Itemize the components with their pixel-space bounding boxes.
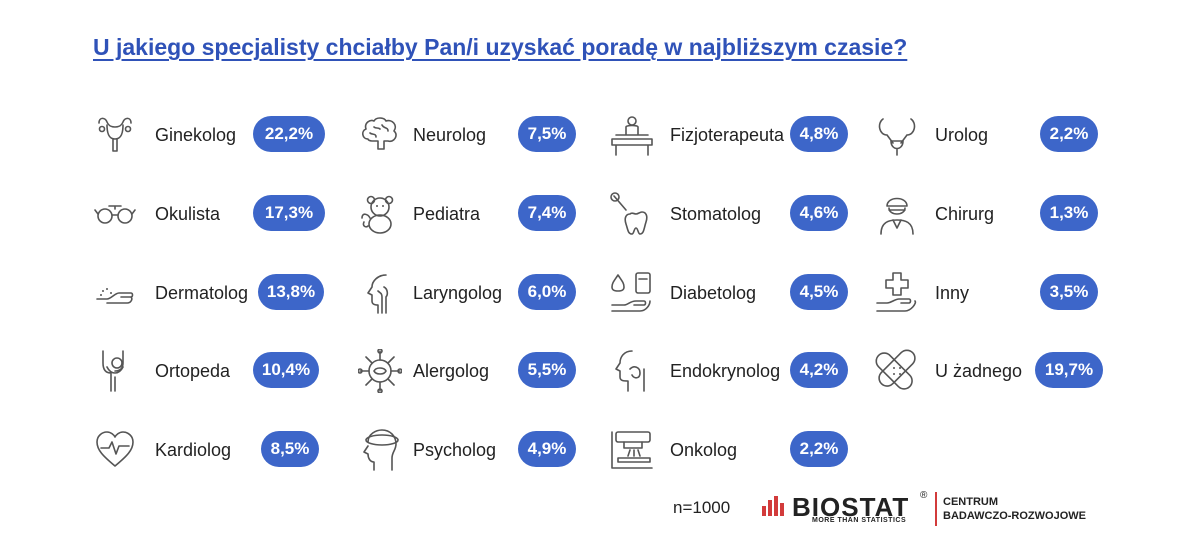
percent-badge: 17,3% [253, 195, 325, 231]
percent-badge: 3,5% [1040, 274, 1098, 310]
radiotherapy-machine-icon [610, 428, 654, 472]
throat-profile-icon [358, 271, 402, 315]
percent-badge: 6,0% [518, 274, 576, 310]
specialist-item: Kardiolog 8,5% [93, 428, 333, 472]
specialist-label: Dermatolog [155, 283, 249, 303]
bandage-icon [875, 349, 919, 393]
specialist-label: U żadnego [935, 361, 1023, 381]
percent-badge: 4,5% [790, 274, 848, 310]
specialist-label: Stomatolog [670, 204, 762, 224]
logo-tagline: MORE THAN STATISTICS [812, 517, 907, 524]
percent-badge: 4,8% [790, 116, 848, 152]
allergen-virus-icon [357, 348, 403, 394]
specialist-item: Stomatolog 4,6% [610, 192, 850, 236]
percent-badge: 5,5% [518, 352, 576, 388]
logo-word: BIOSTAT [792, 492, 910, 522]
specialist-label: Onkolog [670, 440, 738, 460]
logo-bars-icon [762, 496, 784, 516]
percent-badge: 8,5% [261, 431, 319, 467]
centrum-line-2: BADAWCZO-ROZWOJOWE [943, 510, 1086, 522]
knee-joint-icon [93, 349, 137, 393]
footer-divider [935, 492, 937, 526]
specialist-item: Pediatra 7,4% [358, 192, 598, 236]
specialist-label: Ginekolog [155, 125, 237, 145]
percent-badge: 2,2% [790, 431, 848, 467]
logo-registered: ® [920, 490, 928, 501]
page-title: U jakiego specjalisty chciałby Pan/i uzy… [93, 34, 908, 60]
centrum-line-1: CENTRUM [943, 496, 998, 508]
specialist-label: Endokrynolog [670, 361, 781, 381]
specialist-item: Neurolog 7,5% [358, 113, 598, 157]
specialist-item: Ginekolog 22,2% [93, 113, 333, 157]
specialist-item: Diabetolog 4,5% [610, 271, 850, 315]
specialist-label: Pediatra [413, 204, 481, 224]
medical-cross-hand-icon [875, 271, 919, 315]
specialist-label: Neurolog [413, 125, 487, 145]
percent-badge: 4,6% [790, 195, 848, 231]
specialist-label: Kardiolog [155, 440, 232, 460]
specialist-label: Laryngolog [413, 283, 503, 303]
head-mind-icon [358, 428, 402, 472]
specialist-item: U żadnego 19,7% [875, 349, 1115, 393]
specialist-item: Dermatolog 13,8% [93, 271, 333, 315]
percent-badge: 4,2% [790, 352, 848, 388]
specialist-label: Okulista [155, 204, 221, 224]
specialist-item: Laryngolog 6,0% [358, 271, 598, 315]
specialist-item: Psycholog 4,9% [358, 428, 598, 472]
specialist-label: Inny [935, 283, 970, 303]
percent-badge: 1,3% [1040, 195, 1098, 231]
glasses-icon [93, 192, 137, 236]
centrum-label: CENTRUM BADAWCZO-ROZWOJOWE [943, 495, 1086, 523]
specialist-item: Fizjoterapeuta 4,8% [610, 113, 850, 157]
specialist-label: Alergolog [413, 361, 490, 381]
heart-pulse-icon [93, 428, 137, 472]
specialist-item: Ortopeda 10,4% [93, 349, 333, 393]
brain-icon [358, 113, 402, 157]
teddy-bear-icon [358, 192, 402, 236]
percent-badge: 2,2% [1040, 116, 1098, 152]
percent-badge: 7,5% [518, 116, 576, 152]
specialist-label: Ortopeda [155, 361, 231, 381]
tooth-mirror-icon [610, 192, 654, 236]
percent-badge: 4,9% [518, 431, 576, 467]
percent-badge: 10,4% [253, 352, 319, 388]
urinary-icon [875, 113, 919, 157]
specialist-label: Urolog [935, 125, 989, 145]
percent-badge: 7,4% [518, 195, 576, 231]
percent-badge: 22,2% [253, 116, 325, 152]
specialist-label: Diabetolog [670, 283, 757, 303]
percent-badge: 19,7% [1035, 352, 1103, 388]
specialist-label: Psycholog [413, 440, 497, 460]
surgeon-icon [875, 192, 919, 236]
specialist-item: Chirurg 1,3% [875, 192, 1115, 236]
percent-badge: 13,8% [258, 274, 324, 310]
specialist-item: Okulista 17,3% [93, 192, 333, 236]
uterus-icon [93, 113, 137, 157]
sample-size: n=1000 [673, 498, 731, 517]
specialist-item: Endokrynolog 4,2% [610, 349, 850, 393]
specialist-item: Alergolog 5,5% [357, 348, 598, 394]
specialist-item: Inny 3,5% [875, 271, 1115, 315]
physio-massage-icon [610, 113, 654, 157]
glucose-drop-icon [610, 271, 654, 315]
specialist-item: Onkolog 2,2% [610, 428, 850, 472]
specialist-label: Chirurg [935, 204, 995, 224]
specialist-label: Fizjoterapeuta [670, 125, 785, 145]
thyroid-profile-icon [610, 349, 654, 393]
specialist-item: Urolog 2,2% [875, 113, 1115, 157]
skin-hand-icon [93, 271, 137, 315]
